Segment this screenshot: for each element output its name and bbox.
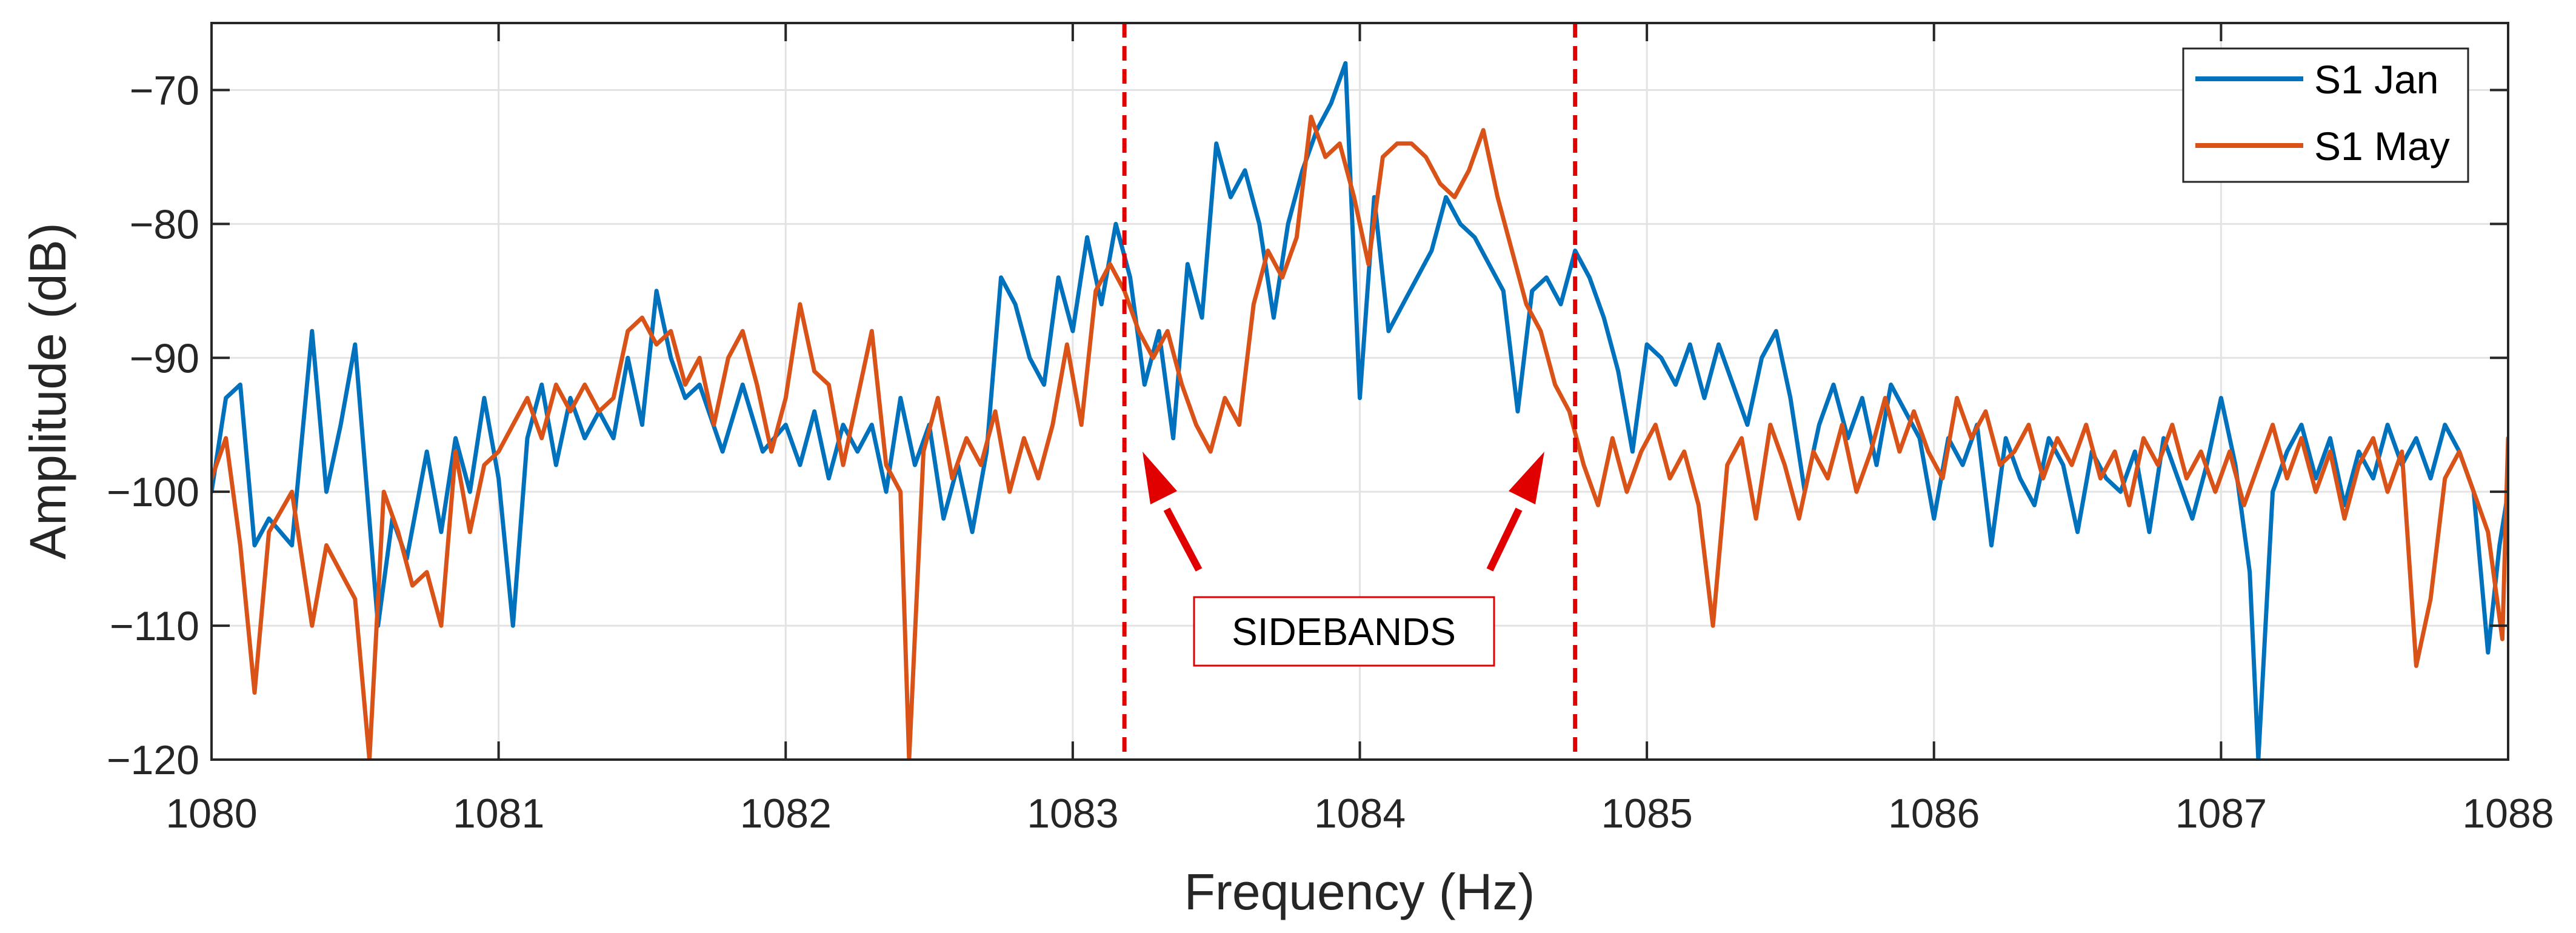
x-tick-label: 1084 — [1314, 791, 1406, 837]
legend-label-may: S1 May — [2314, 124, 2450, 169]
x-tick-label: 1085 — [1601, 791, 1692, 837]
sideband-markers — [1122, 23, 1578, 760]
sidebands-label-box — [1193, 596, 1495, 667]
y-tick-label: −120 — [107, 737, 199, 783]
x-tick-label: 1081 — [453, 791, 544, 837]
sidebands-label: SIDEBANDS — [1232, 610, 1456, 654]
x-tick-label: 1080 — [165, 791, 257, 837]
series-line-may — [212, 115, 2508, 760]
x-tick-label: 1082 — [740, 791, 832, 837]
right-arrow-shaft — [1486, 507, 1523, 572]
x-tick-label: 1088 — [2462, 791, 2554, 837]
right-arrow-head — [1509, 452, 1544, 504]
legend: S1 Jan S1 May — [2182, 47, 2469, 183]
x-tick-label: 1086 — [1888, 791, 1980, 837]
y-tick-label: −70 — [130, 67, 199, 113]
y-tick-label: −90 — [130, 335, 199, 381]
legend-box — [2182, 47, 2469, 183]
y-tick-label: −100 — [107, 469, 199, 515]
x-tick-label: 1087 — [2175, 791, 2267, 837]
series-line-jan — [212, 61, 2508, 760]
legend-label-jan: S1 Jan — [2314, 57, 2438, 102]
axis-ticks: 1080 1081 1082 1083 1084 1085 1086 1087 1088 −120… — [107, 23, 2554, 837]
sidebands-callout: SIDEBANDS — [1143, 452, 1544, 667]
y-tick-label: −110 — [110, 603, 199, 649]
left-arrow-shaft — [1163, 507, 1203, 572]
y-axis-label: Amplitude (dB) — [19, 222, 76, 560]
x-axis-label: Frequency (Hz) — [1184, 863, 1535, 920]
left-arrow-head — [1143, 452, 1177, 504]
x-tick-label: 1083 — [1027, 791, 1118, 837]
y-tick-label: −80 — [130, 201, 199, 247]
series-lines — [212, 61, 2508, 760]
